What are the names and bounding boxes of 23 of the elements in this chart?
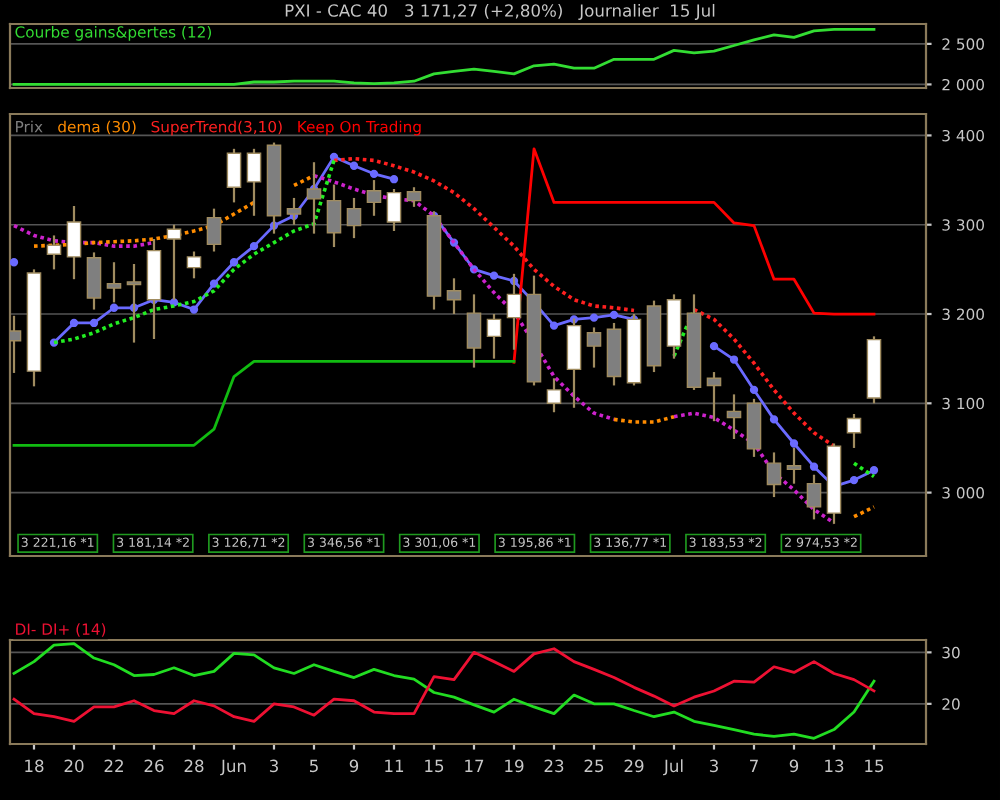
x-tick-label: Jul [663, 759, 683, 776]
x-tick-label: 5 [309, 759, 318, 773]
x-tick-label: 15 [425, 759, 444, 773]
x-tick-label: 19 [505, 759, 524, 773]
x-tick-label: 11 [385, 759, 404, 772]
x-tick-label: 28 [184, 759, 204, 773]
x-tick-label: 9 [349, 759, 359, 773]
x-tick-label: 23 [544, 759, 564, 773]
x-tick-label: 18 [25, 759, 44, 773]
x-tick-label: 13 [825, 759, 844, 773]
x-tick-label: 9 [789, 759, 799, 773]
x-tick-label: 3 [709, 759, 718, 773]
x-tick-label: 29 [624, 759, 644, 773]
x-tick-label: 15 [865, 759, 884, 773]
x-tick-label: 26 [144, 759, 164, 773]
x-tick-label: 3 [269, 759, 278, 773]
x-tick-label: 17 [465, 759, 484, 772]
chart-title: PXI - CAC 40 3 171,27 (+2,80%) Journalier 15 Jul [285, 3, 715, 20]
x-tick-label: 7 [750, 759, 758, 772]
x-tick-label: 20 [64, 759, 84, 773]
x-tick-label: 22 [104, 759, 123, 772]
x-tick-label: Jun [220, 759, 246, 776]
x-tick-label: 25 [584, 759, 604, 773]
